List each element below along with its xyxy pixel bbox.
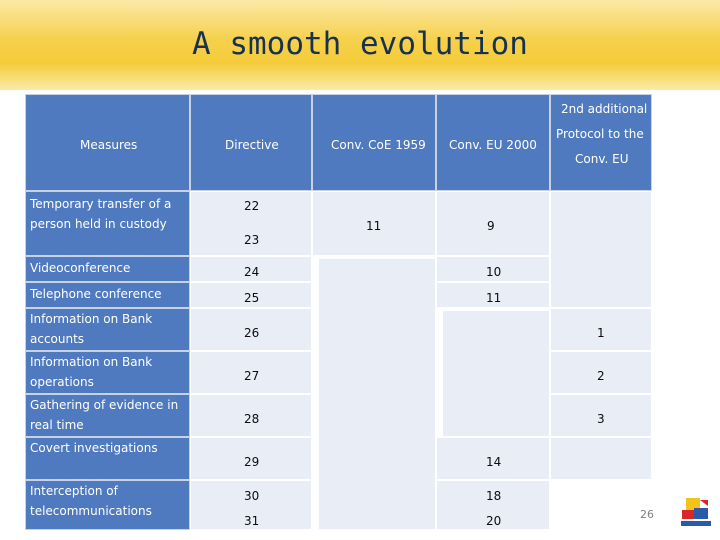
- header-measures-cell: [25, 94, 190, 191]
- directive-cell: [190, 308, 312, 351]
- directive-article: 24: [244, 265, 260, 279]
- coe-empty-cell: [318, 258, 436, 530]
- directive-article: 26: [244, 326, 260, 340]
- directive-article: 30: [244, 489, 260, 503]
- directive-article: 27: [244, 369, 260, 383]
- measure-cell: Telephone conference: [25, 282, 190, 308]
- eu-article: 10: [486, 265, 502, 279]
- directive-cell: [190, 351, 312, 394]
- eu-article: 20: [486, 514, 502, 528]
- eu-cell: [436, 480, 550, 530]
- protocol-article: 3: [597, 412, 605, 426]
- protocol-cell: [550, 351, 652, 394]
- directive-cell: [190, 256, 312, 282]
- protocol-cell: [550, 308, 652, 351]
- coe-cell: [312, 191, 436, 256]
- measure-label: Information on Bank operations: [30, 355, 153, 389]
- header-protocol-line1: 2nd additional: [561, 102, 648, 116]
- directive-cell: [190, 191, 312, 256]
- protocol-article: 1: [597, 326, 605, 340]
- eu-logo-icon: [678, 492, 714, 528]
- measure-cell: Information on Bank accounts: [25, 308, 190, 351]
- directive-article: 31: [244, 514, 260, 528]
- title-banner: [0, 0, 720, 90]
- measure-label: Telephone conference: [30, 287, 162, 301]
- header-coe-cell: [312, 94, 436, 191]
- measure-cell: Gathering of evidence in real time: [25, 394, 190, 437]
- measure-label: Videoconference: [30, 261, 131, 275]
- eu-cell: [436, 191, 550, 256]
- eu-cell: [436, 256, 550, 282]
- eu-cell: [436, 282, 550, 308]
- protocol-empty-cell: [550, 191, 652, 308]
- protocol-article: 2: [597, 369, 605, 383]
- directive-article: 22: [244, 199, 260, 213]
- measure-label: Information on Bank accounts: [30, 312, 153, 346]
- eu-article: 14: [486, 455, 502, 469]
- measure-cell: Videoconference: [25, 256, 190, 282]
- header-eu: Conv. EU 2000: [449, 138, 537, 152]
- protocol-empty-cell: [550, 437, 652, 480]
- measure-cell: Covert investigations: [25, 437, 190, 480]
- header-protocol-line2: Protocol to the: [556, 127, 644, 141]
- directive-cell: [190, 437, 312, 480]
- measure-cell: Interception of telecommunications: [25, 480, 190, 530]
- measure-label: Covert investigations: [30, 441, 158, 455]
- eu-cell: [436, 437, 550, 480]
- header-directive: Directive: [225, 138, 279, 152]
- measure-label: Gathering of evidence in real time: [30, 398, 179, 432]
- directive-article: 29: [244, 455, 260, 469]
- page-number: 26: [640, 508, 654, 521]
- header-eu-cell: [436, 94, 550, 191]
- measure-cell: Temporary transfer of a person held in c…: [25, 191, 190, 256]
- eu-article: 9: [487, 219, 495, 233]
- header-protocol-cell: [550, 94, 652, 191]
- directive-article: 25: [244, 291, 260, 305]
- header-directive-cell: [190, 94, 312, 191]
- measure-cell: Information on Bank operations: [25, 351, 190, 394]
- eu-article: 11: [486, 291, 502, 305]
- protocol-cell: [550, 394, 652, 437]
- directive-cell: [190, 394, 312, 437]
- eu-empty-cell: [442, 310, 550, 437]
- directive-cell: [190, 282, 312, 308]
- directive-article: 28: [244, 412, 260, 426]
- directive-cell: [190, 480, 312, 530]
- header-measures: Measures: [80, 138, 138, 152]
- measure-label: Interception of telecommunications: [30, 484, 152, 518]
- coe-article: 11: [366, 219, 382, 233]
- eu-article: 18: [486, 489, 502, 503]
- header-coe: Conv. CoE 1959: [331, 138, 426, 152]
- slide-title: A smooth evolution: [192, 26, 528, 62]
- measure-label: Temporary transfer of a person held in c…: [30, 197, 172, 231]
- header-protocol-line3: Conv. EU: [575, 152, 629, 166]
- directive-article: 23: [244, 233, 260, 247]
